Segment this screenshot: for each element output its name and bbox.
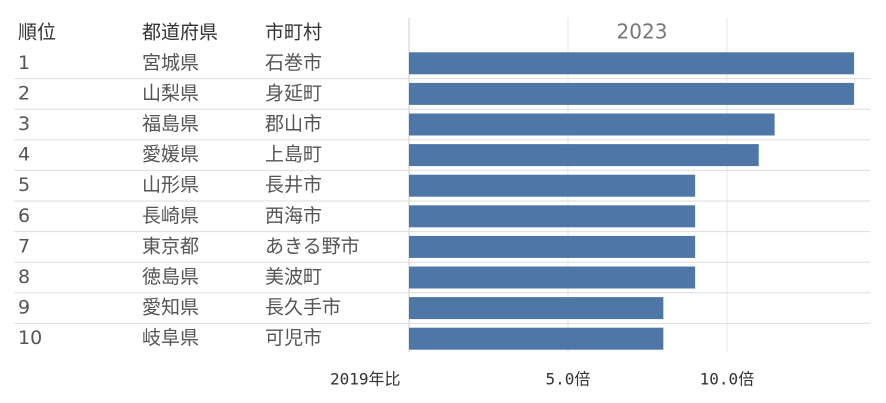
table-cell: 長井市 [265,174,322,196]
table-cell: 2 [18,82,30,104]
table-cell: あきる野市 [265,235,360,257]
x-axis-label: 2019年比 [330,370,401,389]
table-cell: 郡山市 [265,113,322,135]
bar [409,297,664,320]
table-cell: 7 [18,235,30,257]
table-cell: 山梨県 [142,82,199,104]
table-cell: 美波町 [265,266,322,288]
bar [409,52,855,75]
table-cell: 9 [18,297,30,319]
table-cell: 愛知県 [142,297,199,319]
table-cell: 4 [18,144,30,166]
table-cell: 可児市 [265,327,322,349]
bar [409,144,759,167]
table-cell: 西海市 [265,205,322,227]
table-cell: 福島県 [142,113,199,135]
table-cell: 身延町 [265,82,322,104]
column-header: 都道府県 [142,22,218,44]
table-cell: 宮城県 [142,52,199,74]
column-header: 順位 [18,22,56,44]
x-tick-label: 10.0倍 [700,370,755,389]
table-cell: 1 [18,52,30,74]
table-cell: 岐阜県 [142,327,199,349]
table-cell: 長崎県 [142,205,199,227]
bar [409,82,855,105]
bar [409,113,775,136]
table-cell: 5 [18,174,30,196]
bar [409,174,696,197]
table-cell: 10 [18,327,42,349]
bar [409,205,696,228]
bar [409,235,696,258]
column-header: 市町村 [265,22,322,44]
table-cell: 石巻市 [265,52,322,74]
table-cell: 3 [18,113,30,135]
bar [409,266,696,289]
table-cell: 東京都 [142,235,199,257]
bar [409,327,664,350]
table-cell: 愛媛県 [142,144,199,166]
table-cell: 長久手市 [265,297,341,319]
table-cell: 上島町 [265,144,322,166]
table-cell: 山形県 [142,174,199,196]
chart-title: 2023 [617,20,668,44]
table-cell: 6 [18,205,30,227]
table-cell: 徳島県 [142,266,199,288]
table-cell: 8 [18,266,30,288]
x-tick-label: 5.0倍 [546,370,591,389]
